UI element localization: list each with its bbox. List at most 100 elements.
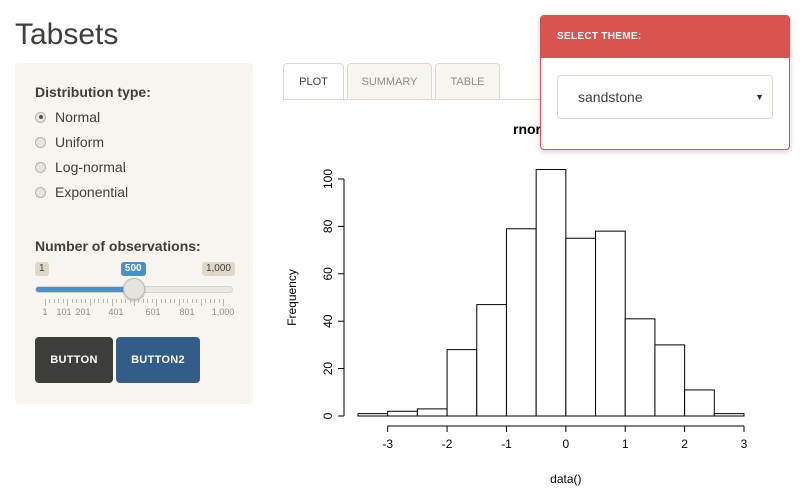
button[interactable]: BUTTON <box>35 337 113 383</box>
histogram-bar <box>535 169 567 417</box>
slider-tick <box>178 299 180 306</box>
slider-handle[interactable] <box>122 278 145 300</box>
theme-selector-panel: SELECT THEME: sandstone ▼ <box>540 15 790 150</box>
histogram-bar <box>624 318 656 417</box>
caret-down-icon: ▼ <box>755 92 764 102</box>
slider-tick <box>76 299 78 303</box>
radio-exponential[interactable]: Exponential <box>35 183 128 201</box>
histogram-bar <box>387 410 418 417</box>
slider-tick <box>174 299 176 303</box>
slider-tick <box>205 299 207 303</box>
slider-tick <box>218 299 220 303</box>
distribution-type-label: Distribution type: <box>35 84 151 100</box>
x-tick-label: 3 <box>741 437 748 451</box>
slider-tick <box>169 299 171 303</box>
histogram-bar <box>684 389 715 417</box>
slider-tick <box>187 299 189 303</box>
histogram-bar <box>416 408 448 417</box>
slider-tick <box>129 299 131 303</box>
slider-tick <box>165 299 167 303</box>
slider-max-label: 1,000 <box>201 262 235 276</box>
y-axis-label: Frequency <box>285 269 299 326</box>
slider-tick <box>107 299 109 303</box>
plot-title: rnor <box>513 121 541 137</box>
tabs-divider <box>283 99 543 100</box>
slider-min-label: 1 <box>35 262 49 276</box>
x-tick-label: 2 <box>681 437 688 451</box>
histogram-bar <box>357 413 389 417</box>
slider-tick <box>151 299 153 303</box>
slider-ticks <box>35 299 233 307</box>
histogram-bar <box>595 230 626 417</box>
x-tick-label: -2 <box>442 437 453 451</box>
slider-tick <box>209 299 211 303</box>
slider-tick <box>223 299 224 306</box>
x-tick-label: -1 <box>501 437 512 451</box>
radio-button-icon[interactable] <box>35 186 46 198</box>
y-tick-label: 80 <box>321 219 335 233</box>
slider-tick <box>71 299 73 303</box>
radio-uniform[interactable]: Uniform <box>35 133 104 151</box>
slider-tick <box>200 299 202 306</box>
theme-select-dropdown[interactable]: sandstone ▼ <box>557 75 773 119</box>
slider-tick <box>182 299 184 303</box>
histogram-bars <box>357 169 745 417</box>
slider-track-fill <box>36 287 135 292</box>
slider-tick <box>147 299 149 303</box>
y-tick-label: 40 <box>321 314 335 328</box>
observations-label: Number of observations: <box>35 238 201 254</box>
slider-tick-label: 401 <box>108 307 124 317</box>
plot-axes: -3 -2 -1 0 1 2 3 0 20 40 60 80 100 <box>321 169 748 451</box>
histogram-bar <box>446 349 478 417</box>
radio-label: Normal <box>55 109 101 125</box>
tab-plot[interactable]: PLOT <box>283 63 344 101</box>
slider-tick-label: 1 <box>42 307 48 317</box>
radio-label: Uniform <box>55 134 105 150</box>
slider-tick <box>62 299 64 303</box>
slider-tick <box>138 299 140 303</box>
x-tick-label: 0 <box>563 437 570 451</box>
y-tick-label: 100 <box>321 169 335 189</box>
x-axis-label: data() <box>550 472 581 486</box>
slider-tick <box>102 299 104 303</box>
theme-select-value: sandstone <box>578 89 643 105</box>
slider-tick <box>67 299 69 306</box>
radio-label: Log-normal <box>55 159 126 175</box>
tab-table[interactable]: TABLE <box>435 63 500 100</box>
radio-normal[interactable]: Normal <box>35 108 100 126</box>
histogram-bar <box>476 304 507 417</box>
radio-button-icon[interactable] <box>35 111 46 123</box>
sidebar-panel: Distribution type: Normal Uniform Log-no… <box>15 63 253 404</box>
slider-tick <box>98 299 100 303</box>
slider-tick <box>214 299 216 303</box>
slider-tick <box>111 299 113 306</box>
radio-log-normal[interactable]: Log-normal <box>35 158 126 176</box>
slider-tick <box>134 299 135 306</box>
slider-tick <box>120 299 122 303</box>
slider-tick <box>156 299 158 306</box>
histogram-bar <box>565 237 597 417</box>
slider-tick-label: 1,000 <box>211 307 235 317</box>
slider-tick <box>45 299 46 306</box>
button2[interactable]: BUTTON2 <box>116 337 200 383</box>
y-tick-label: 60 <box>321 267 335 281</box>
histogram-bar <box>654 344 686 417</box>
slider-tick <box>196 299 198 303</box>
slider-tick <box>58 299 60 303</box>
y-tick-label: 0 <box>321 412 335 419</box>
radio-label: Exponential <box>55 184 129 200</box>
tab-summary[interactable]: SUMMARY <box>347 63 432 100</box>
radio-button-icon[interactable] <box>35 161 46 173</box>
radio-button-icon[interactable] <box>35 136 46 148</box>
slider-tick-label: 601 <box>145 307 161 317</box>
page-title: Tabsets <box>15 18 119 51</box>
slider-tick <box>142 299 144 303</box>
slider-tick <box>80 299 82 303</box>
histogram-bar <box>713 413 745 417</box>
slider-tick <box>85 299 87 303</box>
observations-slider[interactable]: 1 500 1,000 1 101 201 401 601 801 1,000 <box>35 262 235 322</box>
slider-tick <box>125 299 127 303</box>
slider-tick <box>53 299 55 303</box>
theme-selector-header: SELECT THEME: <box>541 16 789 58</box>
histogram-plot: -3 -2 -1 0 1 2 3 0 20 40 60 80 100 data() Frequency <box>285 169 748 486</box>
